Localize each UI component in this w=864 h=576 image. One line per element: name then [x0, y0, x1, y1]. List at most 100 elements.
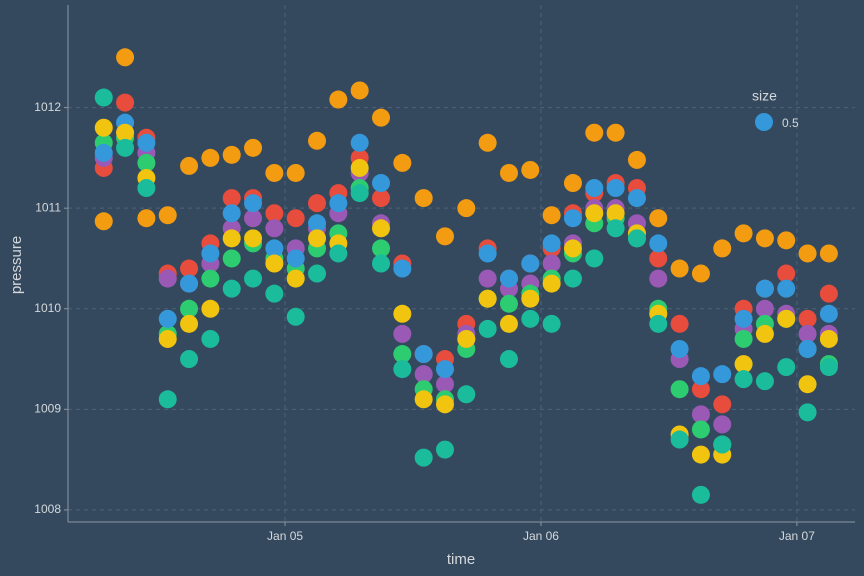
point — [713, 365, 732, 384]
point — [734, 309, 753, 328]
legend-key — [755, 113, 773, 131]
point — [734, 370, 753, 389]
point — [222, 145, 241, 164]
point — [734, 224, 753, 243]
point — [670, 259, 689, 278]
point — [499, 350, 518, 369]
point — [158, 206, 177, 225]
point — [265, 219, 284, 238]
point — [777, 231, 796, 250]
point — [372, 219, 391, 238]
point — [265, 204, 284, 223]
point — [585, 123, 604, 142]
point — [478, 269, 497, 288]
point — [435, 227, 454, 246]
point — [308, 229, 327, 248]
point — [542, 206, 561, 225]
point — [627, 150, 646, 169]
point — [734, 355, 753, 374]
point — [265, 239, 284, 258]
point — [435, 440, 454, 459]
point — [222, 249, 241, 268]
point — [627, 189, 646, 208]
point — [649, 314, 668, 333]
point — [94, 118, 113, 137]
point — [286, 163, 305, 182]
point — [606, 179, 625, 198]
point — [244, 269, 263, 288]
point — [713, 239, 732, 258]
point — [137, 133, 156, 152]
point — [713, 415, 732, 434]
point — [372, 174, 391, 193]
point — [478, 133, 497, 152]
point — [308, 214, 327, 233]
point — [201, 269, 220, 288]
point — [350, 158, 369, 177]
point — [670, 430, 689, 449]
point — [755, 299, 774, 318]
point — [201, 299, 220, 318]
point — [542, 274, 561, 293]
point — [542, 254, 561, 273]
point — [244, 194, 263, 213]
y-tick-label: 1011 — [35, 200, 61, 214]
point — [606, 219, 625, 238]
point — [563, 269, 582, 288]
point — [819, 304, 838, 323]
point — [563, 239, 582, 258]
point — [777, 279, 796, 298]
point — [94, 88, 113, 107]
point — [499, 163, 518, 182]
point — [372, 108, 391, 127]
point — [393, 153, 412, 172]
point — [691, 264, 710, 283]
point — [435, 360, 454, 379]
y-tick-label: 1012 — [34, 100, 61, 114]
point — [691, 485, 710, 504]
point — [222, 204, 241, 223]
point — [265, 254, 284, 273]
point — [180, 350, 199, 369]
point — [372, 254, 391, 273]
point — [158, 390, 177, 409]
y-axis-label: pressure — [8, 236, 25, 294]
point — [755, 229, 774, 248]
x-tick-label: Jan 06 — [523, 529, 559, 543]
point — [457, 329, 476, 348]
point — [713, 435, 732, 454]
point — [180, 274, 199, 293]
point — [691, 420, 710, 439]
point — [755, 279, 774, 298]
point — [137, 209, 156, 228]
point — [457, 385, 476, 404]
point — [798, 339, 817, 358]
x-tick-label: Jan 05 — [267, 529, 303, 543]
point — [691, 380, 710, 399]
point — [350, 133, 369, 152]
point — [670, 339, 689, 358]
point — [734, 329, 753, 348]
point — [585, 179, 604, 198]
point — [606, 204, 625, 223]
point — [393, 324, 412, 343]
point — [478, 289, 497, 308]
point — [372, 189, 391, 208]
point — [308, 131, 327, 150]
point — [435, 375, 454, 394]
point — [478, 319, 497, 338]
point — [372, 239, 391, 258]
y-tick-label: 1008 — [34, 502, 61, 516]
point — [244, 229, 263, 248]
point — [798, 244, 817, 263]
point — [649, 269, 668, 288]
point — [691, 445, 710, 464]
point — [713, 395, 732, 414]
point — [286, 307, 305, 326]
point — [606, 123, 625, 142]
point — [222, 279, 241, 298]
point — [265, 163, 284, 182]
point — [755, 372, 774, 391]
point — [350, 81, 369, 100]
